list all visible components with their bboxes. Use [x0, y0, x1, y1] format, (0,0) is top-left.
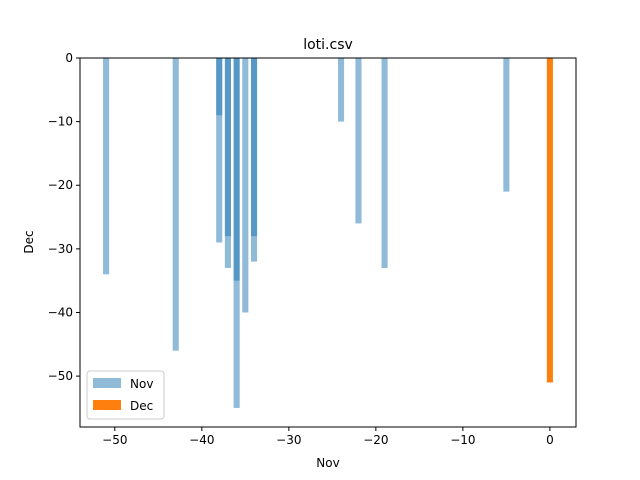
- y-tick-label: 0: [65, 51, 73, 65]
- bar-nov-3: [216, 58, 223, 116]
- x-tick-label: −50: [102, 433, 127, 447]
- bar-nov-12: [355, 58, 362, 224]
- bar-nov-2: [216, 58, 223, 243]
- x-axis-label: Nov: [316, 456, 339, 470]
- x-tick-label: 0: [546, 433, 554, 447]
- y-tick-label: −20: [48, 178, 73, 192]
- x-tick-label: −40: [189, 433, 214, 447]
- bar-nov-8: [242, 58, 249, 313]
- y-axis-ticks: 0 −10 −20 −30 −40 −50: [48, 51, 80, 383]
- bar-nov-13: [381, 58, 388, 268]
- bar-dec-0: [546, 58, 553, 383]
- bar-nov-14: [503, 58, 510, 192]
- y-tick-label: −30: [48, 242, 73, 256]
- plot-frame: [79, 57, 577, 428]
- y-axis-label: Dec: [22, 230, 36, 253]
- bar-nov-1: [172, 58, 179, 351]
- y-tick-label: −40: [48, 305, 73, 319]
- x-axis-ticks: −50 −40 −30 −20 −10 0: [102, 427, 554, 447]
- legend-label-dec: Dec: [130, 399, 153, 413]
- chart-title: loti.csv: [303, 37, 353, 53]
- legend-label-nov: Nov: [130, 377, 153, 391]
- bar-nov-5: [224, 58, 231, 237]
- legend-swatch-dec: [93, 400, 121, 410]
- y-tick-label: −50: [48, 369, 73, 383]
- y-tick-label: −10: [48, 115, 73, 129]
- bar-nov-7: [233, 58, 240, 281]
- bar-nov-10: [250, 58, 258, 237]
- legend-swatch-nov: [93, 378, 121, 388]
- x-tick-label: −10: [450, 433, 475, 447]
- bar-nov-0: [103, 58, 110, 275]
- legend: Nov Dec: [86, 370, 165, 420]
- x-tick-label: −30: [276, 433, 301, 447]
- bar-nov-11: [338, 58, 345, 122]
- bars-group: [103, 58, 553, 408]
- x-tick-label: −20: [363, 433, 388, 447]
